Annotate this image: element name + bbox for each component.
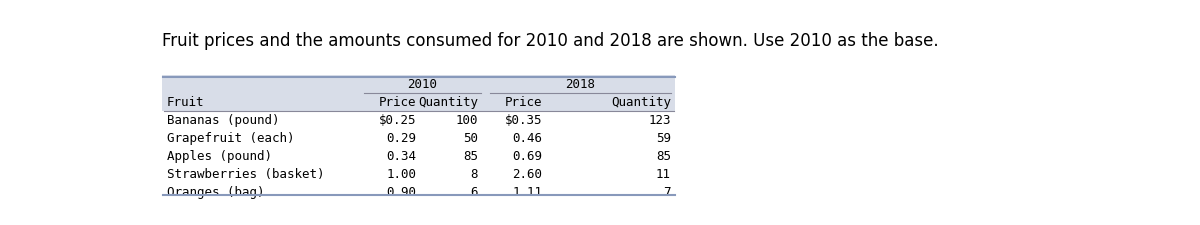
Text: Grapefruit (each): Grapefruit (each) (167, 131, 294, 144)
Text: 0.69: 0.69 (512, 149, 542, 162)
Text: 85: 85 (655, 149, 671, 162)
FancyBboxPatch shape (162, 129, 676, 147)
Text: 1.11: 1.11 (512, 185, 542, 198)
Text: 2.60: 2.60 (512, 167, 542, 180)
FancyBboxPatch shape (162, 182, 676, 200)
FancyBboxPatch shape (162, 165, 676, 182)
Text: Price: Price (379, 96, 416, 109)
Text: 50: 50 (463, 131, 478, 144)
Text: 59: 59 (655, 131, 671, 144)
FancyBboxPatch shape (162, 147, 676, 165)
Text: Quantity: Quantity (611, 96, 671, 109)
Text: 0.29: 0.29 (386, 131, 416, 144)
Text: Quantity: Quantity (418, 96, 478, 109)
Text: $0.25: $0.25 (379, 114, 416, 126)
Text: 85: 85 (463, 149, 478, 162)
FancyBboxPatch shape (162, 111, 676, 129)
Text: 11: 11 (655, 167, 671, 180)
Text: Price: Price (505, 96, 542, 109)
Text: 7: 7 (664, 185, 671, 198)
Text: 8: 8 (470, 167, 478, 180)
Text: 2010: 2010 (408, 78, 438, 91)
Text: Fruit prices and the amounts consumed for 2010 and 2018 are shown. Use 2010 as t: Fruit prices and the amounts consumed fo… (162, 32, 938, 50)
Text: 6: 6 (470, 185, 478, 198)
Text: 0.90: 0.90 (386, 185, 416, 198)
Text: $0.35: $0.35 (505, 114, 542, 126)
Text: Fruit: Fruit (167, 96, 204, 109)
Text: Strawberries (basket): Strawberries (basket) (167, 167, 324, 180)
Text: 100: 100 (456, 114, 478, 126)
Text: 0.34: 0.34 (386, 149, 416, 162)
FancyBboxPatch shape (162, 76, 676, 200)
Text: Oranges (bag): Oranges (bag) (167, 185, 264, 198)
Text: 2018: 2018 (565, 78, 595, 91)
Text: 123: 123 (648, 114, 671, 126)
Text: 1.00: 1.00 (386, 167, 416, 180)
Text: Bananas (pound): Bananas (pound) (167, 114, 280, 126)
Text: Apples (pound): Apples (pound) (167, 149, 271, 162)
Text: 0.46: 0.46 (512, 131, 542, 144)
